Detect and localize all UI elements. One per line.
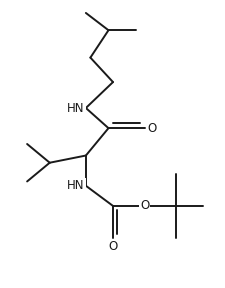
- Text: O: O: [140, 199, 148, 213]
- Text: O: O: [147, 122, 156, 135]
- Text: HN: HN: [67, 179, 84, 192]
- Text: HN: HN: [67, 101, 84, 115]
- Text: O: O: [108, 240, 117, 253]
